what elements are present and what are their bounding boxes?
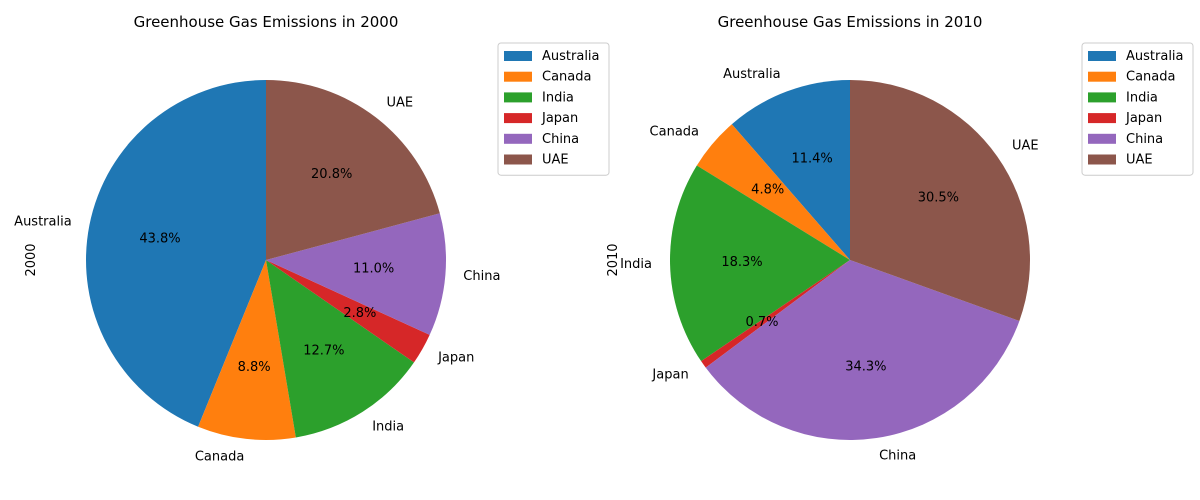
- pie-slice-china-2000: [266, 213, 447, 335]
- pie-slice-china-2010: [705, 260, 1020, 440]
- legend-swatch-australia-2010: [1088, 51, 1116, 61]
- pie-chart-2010: Greenhouse Gas Emissions in 2010 2010 Au…: [606, 13, 1194, 463]
- slice-label-india-2000: India: [372, 420, 404, 435]
- slice-label-japan-2010: Japan: [651, 367, 688, 382]
- pie-labels-2010: Australia 11.4% Canada 4.8% India 18.3% Japan 0…: [620, 67, 1039, 463]
- y-axis-label-2000: 2000: [24, 243, 39, 276]
- legend-label-uae-2000: UAE: [542, 153, 569, 168]
- slice-label-uae-2010: UAE: [1012, 139, 1039, 154]
- pie-slice-japan-2010: [701, 260, 850, 368]
- pie-chart-2000: Greenhouse Gas Emissions in 2000 2000 Au…: [14, 13, 610, 464]
- slice-value-china-2000: 11.0%: [353, 262, 394, 277]
- slice-value-uae-2000: 20.8%: [311, 167, 352, 182]
- legend-swatch-australia-2000: [504, 51, 532, 61]
- legend-label-australia-2000: Australia: [542, 49, 600, 64]
- legend-label-japan-2000: Japan: [541, 111, 578, 126]
- pie-slices-2000: [86, 80, 447, 441]
- legend-label-canada-2000: Canada: [542, 70, 591, 85]
- slice-label-japan-2000: Japan: [437, 350, 474, 365]
- slice-label-uae-2000: UAE: [387, 95, 414, 110]
- slice-label-australia-2010: Australia: [723, 67, 781, 82]
- legend-label-china-2010: China: [1126, 132, 1163, 147]
- pie-slice-japan-2000: [266, 260, 430, 363]
- legend-swatch-japan-2010: [1088, 113, 1116, 124]
- legend-swatch-japan-2000: [504, 113, 532, 124]
- slice-value-australia-2000: 43.8%: [139, 232, 180, 247]
- pie-slice-australia-2000: [86, 80, 266, 427]
- slice-label-canada-2000: Canada: [195, 449, 244, 464]
- slice-label-china-2010: China: [879, 448, 916, 463]
- legend-swatch-india-2000: [504, 92, 532, 103]
- pie-slice-canada-2010: [696, 124, 850, 260]
- legend-2010: Australia Canada India Japan China UAE: [1081, 42, 1194, 176]
- slice-value-japan-2000: 2.8%: [343, 306, 376, 321]
- slice-value-canada-2010: 4.8%: [751, 183, 784, 198]
- legend-swatch-canada-2000: [504, 71, 532, 82]
- slice-value-uae-2010: 30.5%: [918, 190, 959, 205]
- legend-label-india-2000: India: [542, 90, 574, 105]
- legend-label-china-2000: China: [542, 132, 579, 147]
- pie-labels-2000: Australia 43.8% Canada 8.8% India 12.7% Japan 2…: [14, 95, 500, 464]
- slice-value-japan-2010: 0.7%: [745, 315, 778, 330]
- legend-label-uae-2010: UAE: [1126, 153, 1153, 168]
- pie-slice-uae-2000: [266, 80, 440, 260]
- slice-value-india-2010: 18.3%: [721, 255, 762, 270]
- slice-value-india-2000: 12.7%: [303, 344, 344, 359]
- pie-slice-australia-2010: [731, 80, 850, 260]
- legend-label-canada-2010: Canada: [1126, 70, 1175, 85]
- legend-swatch-uae-2000: [504, 154, 532, 165]
- pie-slice-canada-2000: [198, 260, 296, 441]
- legend-label-japan-2010: Japan: [1125, 111, 1162, 126]
- slice-value-china-2010: 34.3%: [845, 359, 886, 374]
- pie-slice-india-2000: [266, 260, 415, 438]
- slice-label-india-2010: India: [620, 257, 652, 272]
- legend-swatch-canada-2010: [1088, 71, 1116, 82]
- chart-title-2010: Greenhouse Gas Emissions in 2010: [718, 13, 983, 31]
- legend-swatch-india-2010: [1088, 92, 1116, 103]
- legend-label-india-2010: India: [1126, 90, 1158, 105]
- slice-value-canada-2000: 8.8%: [238, 360, 271, 375]
- slice-value-australia-2010: 11.4%: [791, 151, 832, 166]
- chart-title-2000: Greenhouse Gas Emissions in 2000: [134, 13, 399, 31]
- y-axis-label-2010: 2010: [606, 243, 621, 276]
- slice-label-australia-2000: Australia: [14, 214, 72, 229]
- legend-swatch-uae-2010: [1088, 154, 1116, 165]
- legend-label-australia-2010: Australia: [1126, 49, 1184, 64]
- pie-slices-2010: [670, 80, 1031, 440]
- slice-label-china-2000: China: [463, 269, 500, 284]
- pie-slice-india-2010: [670, 165, 850, 362]
- legend-swatch-china-2000: [504, 133, 532, 144]
- slice-label-canada-2010: Canada: [650, 124, 699, 139]
- legend-2000: Australia Canada India Japan China UAE: [497, 42, 610, 176]
- legend-swatch-china-2010: [1088, 133, 1116, 144]
- pie-slice-uae-2010: [850, 80, 1031, 321]
